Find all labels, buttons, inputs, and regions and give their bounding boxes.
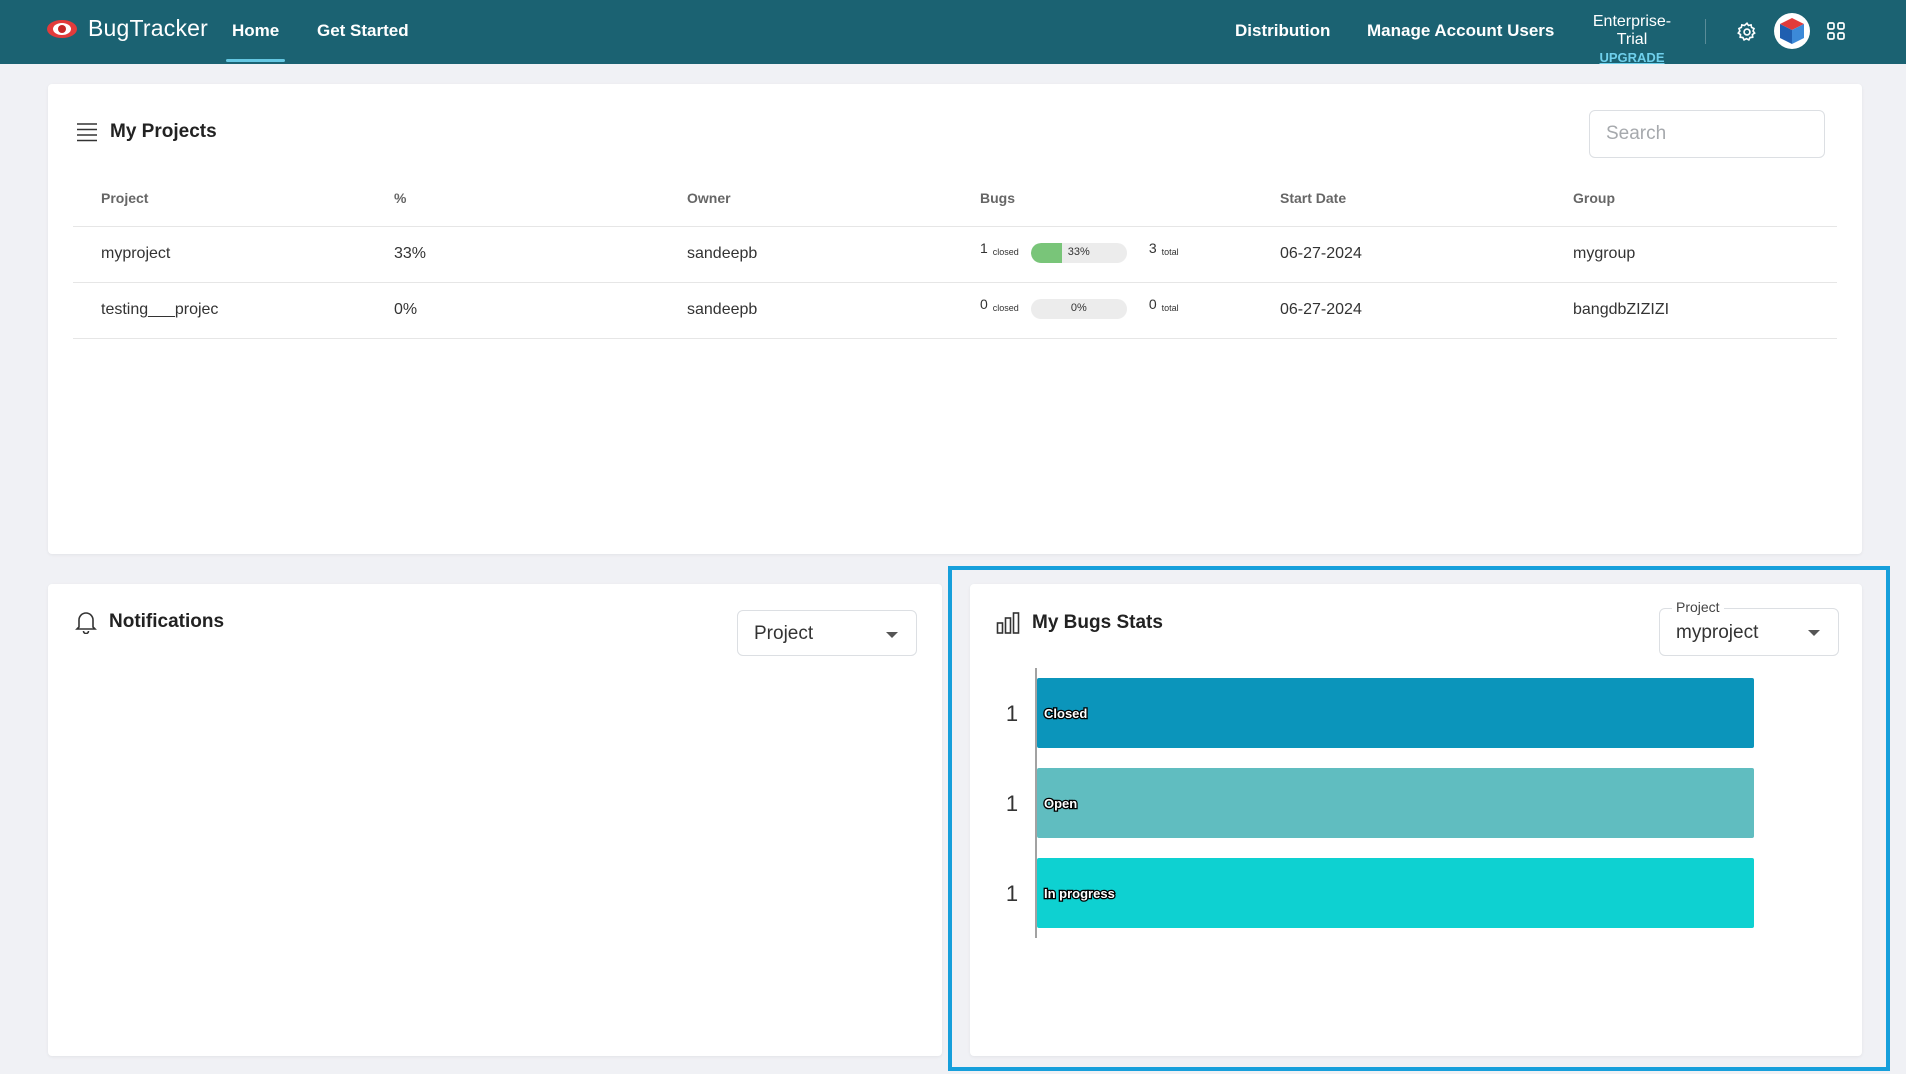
bugs-progress-text: 0% (1070, 302, 1087, 314)
closed-count: 0 (980, 296, 988, 312)
avatar-cube-icon (1774, 13, 1810, 49)
project-percent: 0% (366, 282, 659, 339)
bug-stats-title: My Bugs Stats (996, 611, 1163, 635)
notifications-title-text: Notifications (109, 611, 225, 632)
top-navbar: BugTracker Home Get Started Distribution… (0, 0, 1906, 65)
project-owner: sandeepb (659, 282, 952, 339)
total-label: total (1161, 247, 1179, 257)
project-group: bangdbZIZIZI (1545, 282, 1837, 339)
project-select-value: myproject (1676, 622, 1759, 643)
bugs-progress-bar: 0% (1030, 299, 1127, 319)
project-select-label: Project (1672, 599, 1724, 615)
table-row[interactable]: testing___projec 0% sandeepb 0 closed 0%… (73, 282, 1837, 339)
notifications-project-select[interactable]: Project (737, 610, 917, 656)
bug-stats-project-select[interactable]: Project myproject (1659, 599, 1839, 656)
col-group[interactable]: Group (1545, 170, 1837, 227)
project-bugs: 0 closed 0% 0 total (952, 282, 1252, 339)
projects-search-input[interactable] (1589, 110, 1825, 158)
my-projects-title: My Projects (76, 121, 217, 143)
nav-home[interactable]: Home (225, 0, 286, 64)
project-group: mygroup (1545, 226, 1837, 283)
project-start-date: 06-27-2024 (1252, 282, 1545, 339)
user-avatar[interactable] (1774, 13, 1810, 49)
my-projects-title-text: My Projects (110, 121, 217, 142)
notifications-title: Notifications (75, 610, 224, 634)
chart-category-label: Closed (1044, 706, 1087, 721)
total-count: 3 (1148, 240, 1157, 256)
closed-count: 1 (980, 240, 988, 256)
project-name[interactable]: testing___projec (73, 282, 366, 339)
chevron-down-icon (886, 632, 898, 638)
chart-category-label: In progress (1044, 886, 1115, 901)
apps-grid-icon[interactable] (1826, 21, 1846, 41)
chart-value-label: 1 (1006, 881, 1018, 906)
list-icon (77, 123, 97, 142)
chart-value-label: 1 (1006, 701, 1018, 726)
col-owner[interactable]: Owner (659, 170, 952, 227)
chart-bar-open[interactable] (1037, 768, 1754, 838)
brand-name: BugTracker (88, 15, 209, 41)
nav-get-started[interactable]: Get Started (317, 21, 409, 40)
project-owner: sandeepb (659, 226, 952, 283)
chevron-down-icon (1808, 630, 1820, 636)
total-label: total (1161, 303, 1179, 313)
bugs-progress-text: 33% (1067, 246, 1090, 258)
nav-manage-account-users[interactable]: Manage Account Users (1367, 21, 1555, 40)
upgrade-link[interactable]: UPGRADE (1599, 50, 1665, 65)
nav-divider (1705, 19, 1706, 44)
notifications-select-value: Project (754, 623, 814, 644)
project-percent: 33% (366, 226, 659, 283)
project-name[interactable]: myproject (73, 226, 366, 283)
table-row[interactable]: myproject 33% sandeepb 1 closed 33% 3 to… (73, 226, 1837, 283)
bug-stats-title-text: My Bugs Stats (1032, 612, 1163, 633)
chart-bar-in-progress[interactable] (1037, 858, 1754, 928)
brand[interactable]: BugTracker (46, 15, 208, 42)
bar-chart-icon (996, 612, 1020, 634)
col-percent[interactable]: % (366, 170, 659, 227)
total-count: 0 (1148, 296, 1157, 312)
chart-category-label: Open (1044, 796, 1077, 811)
bugs-progress-bar: 33% (1030, 243, 1127, 263)
bug-stats-chart: 1 Closed 1 Open 1 In progress (1006, 668, 1754, 938)
project-start-date: 06-27-2024 (1252, 226, 1545, 283)
chart-value-label: 1 (1006, 791, 1018, 816)
notifications-card (48, 584, 942, 1056)
closed-label: closed (992, 303, 1019, 313)
chart-bar-closed[interactable] (1037, 678, 1754, 748)
closed-label: closed (992, 247, 1019, 257)
col-start-date[interactable]: Start Date (1252, 170, 1545, 227)
col-bugs[interactable]: Bugs (952, 170, 1252, 227)
project-bugs: 1 closed 33% 3 total (952, 226, 1252, 283)
projects-table: Project % Owner Bugs Start Date Group my… (73, 170, 1837, 339)
nav-distribution[interactable]: Distribution (1235, 21, 1331, 40)
bugs-progress-fill (1030, 243, 1063, 263)
bug-eye-logo-icon (47, 19, 77, 38)
table-header-row: Project % Owner Bugs Start Date Group (73, 170, 1837, 227)
col-project[interactable]: Project (73, 170, 366, 227)
plan-info: Enterprise-Trial UPGRADE (1578, 13, 1686, 65)
settings-gear-icon[interactable] (1735, 20, 1759, 44)
bell-icon (75, 612, 97, 634)
plan-name: Enterprise-Trial (1592, 13, 1672, 48)
